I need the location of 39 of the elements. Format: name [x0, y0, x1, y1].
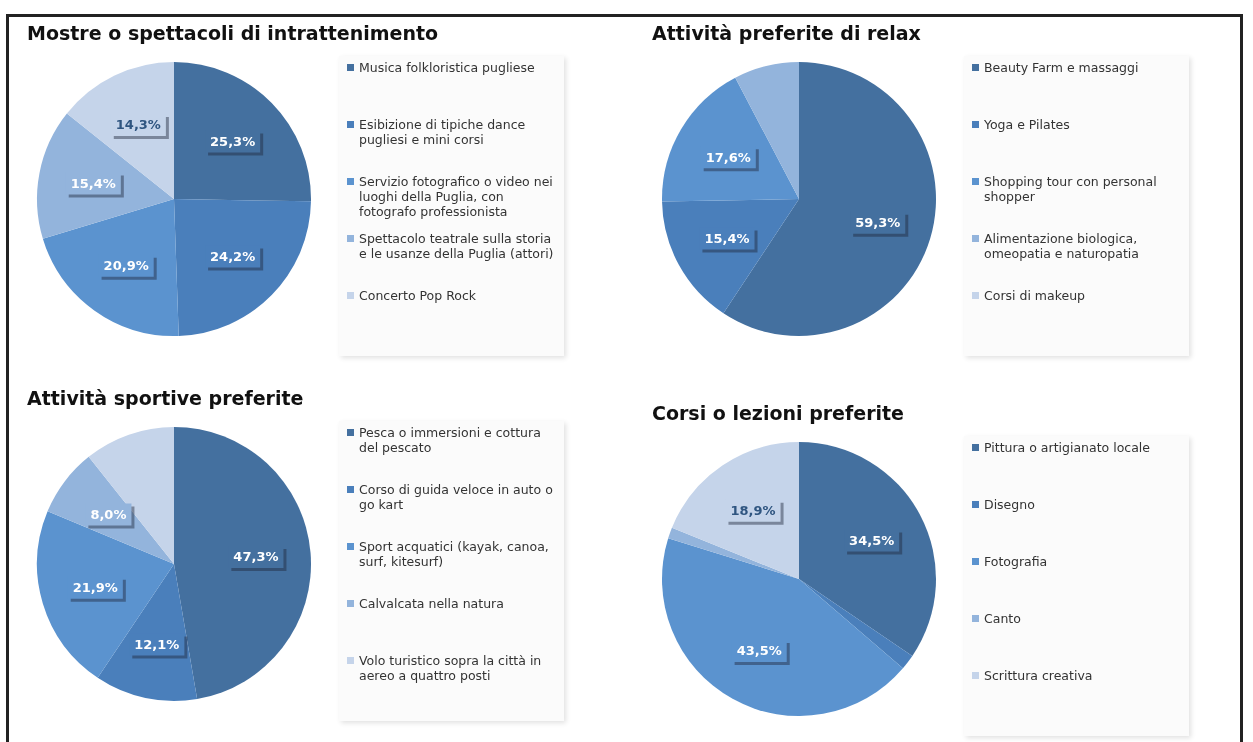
data-label: 43,5% — [736, 643, 782, 659]
legend-label: Volo turistico sopra la città in aereo a quattro posti — [359, 653, 543, 683]
data-label: 20,9% — [103, 258, 149, 274]
legend-label: Corso di guida veloce in auto o go kart — [359, 482, 554, 512]
legend-label: Musica folkloristica pugliese — [359, 60, 535, 75]
legend-label: Fotografia — [984, 554, 1048, 569]
data-label: 25,3% — [210, 133, 256, 149]
legend-label: Servizio fotografico o video nei luoghi della Puglia, con fotografo professionista — [359, 174, 554, 219]
data-label: 59,3% — [855, 215, 901, 231]
legend-label: Canto — [984, 611, 1021, 626]
data-label: 17,6% — [705, 149, 751, 165]
data-label: 47,3% — [233, 549, 279, 565]
data-label: 15,4% — [70, 175, 116, 191]
data-label: 18,9% — [730, 503, 776, 519]
legend-label: Scrittura creativa — [984, 668, 1093, 683]
chart-title: Mostre o spettacoli di intrattenimento — [27, 22, 439, 44]
data-label: 15,4% — [704, 230, 750, 246]
legend-label: Yoga e Pilates — [984, 117, 1070, 132]
data-label: 8,0% — [90, 506, 127, 522]
legend-label: Esibizione di tipiche dance pugliesi e mini corsi — [359, 117, 527, 147]
legend-label: Sport acquatici (kayak, canoa, surf, kitesurf) — [359, 539, 550, 569]
legend-label: Spettacolo teatrale sulla storia e le usanze della Puglia (attori) — [359, 231, 555, 261]
legend-label: Concerto Pop Rock — [359, 288, 477, 303]
legend-label: Corsi di makeup — [984, 288, 1086, 303]
legend-label: Calvalcata nella natura — [359, 596, 504, 611]
legend-label: Shopping tour con personal shopper — [984, 174, 1158, 204]
chart-title: Attività sportive preferite — [27, 387, 304, 409]
chart-title: Attività preferite di relax — [652, 22, 921, 44]
legend-label: Pittura o artigianato locale — [984, 440, 1151, 455]
data-label: 21,9% — [72, 580, 118, 596]
legend-label: Disegno — [984, 497, 1035, 512]
legend-label: Beauty Farm e massaggi — [984, 60, 1139, 75]
data-label: 24,2% — [210, 249, 256, 264]
chart-title: Corsi o lezioni preferite — [652, 402, 905, 424]
legend-label: Alimentazione biologica, omeopatia e naturopatia — [984, 231, 1140, 261]
data-label: 12,1% — [134, 636, 180, 652]
data-label: 14,3% — [115, 117, 161, 133]
data-label: 34,5% — [849, 532, 895, 548]
legend-label: Pesca o immersioni e cottura del pescato — [359, 425, 542, 455]
